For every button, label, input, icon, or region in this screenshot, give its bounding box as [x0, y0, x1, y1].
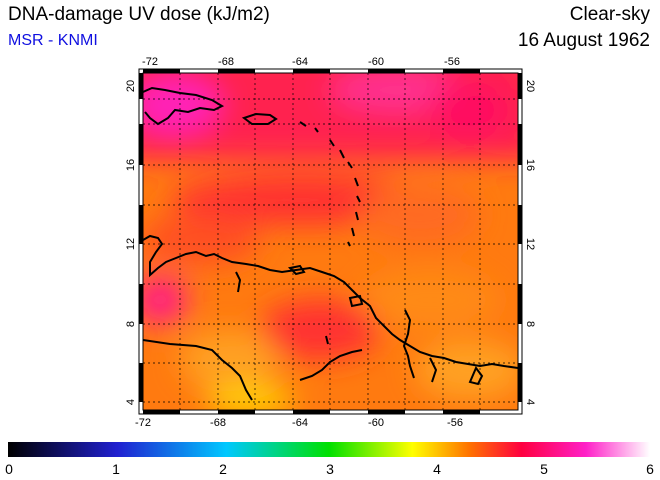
colorbar-label: 6	[646, 461, 654, 477]
lon-tick-bottom: -56	[447, 417, 463, 429]
lat-tick-left: 20	[125, 80, 137, 92]
lon-tick-bottom: -60	[368, 417, 384, 429]
lon-tick-bottom: -64	[292, 417, 308, 429]
colorbar-label: 4	[433, 461, 441, 477]
graticule	[143, 73, 518, 410]
lon-tick-labels-bottom: -72 -68 -64 -60 -56	[135, 417, 463, 429]
lat-tick-left: 12	[125, 238, 137, 250]
lat-tick-right: 20	[524, 80, 536, 92]
lat-tick-right: 8	[524, 321, 536, 327]
colorbar-label: 0	[5, 461, 13, 477]
lat-tick-labels-left: 4 8 12 16 20	[125, 80, 137, 405]
lat-tick-right: 12	[524, 238, 536, 250]
lon-tick-bottom: -68	[210, 417, 226, 429]
sky-condition-label: Clear-sky	[569, 4, 650, 25]
colorbar-label: 1	[112, 461, 120, 477]
date-label: 16 August 1962	[517, 30, 650, 51]
lat-tick-left: 4	[125, 399, 137, 405]
coastlines	[143, 86, 518, 401]
lat-tick-left: 16	[125, 159, 137, 171]
map-title: DNA-damage UV dose (kJ/m2)	[8, 4, 270, 25]
colorbar-label: 5	[540, 461, 548, 477]
lon-tick-top: -68	[218, 56, 234, 68]
lon-tick-top: -72	[142, 56, 158, 68]
colorbar	[8, 442, 650, 457]
lon-tick-top: -56	[444, 56, 460, 68]
lon-tick-labels-top: -72 -68 -64 -60 -56	[142, 56, 460, 68]
lon-tick-top: -60	[368, 56, 384, 68]
lat-tick-right: 4	[524, 399, 536, 405]
lat-tick-left: 8	[125, 321, 137, 327]
lat-tick-right: 16	[524, 159, 536, 171]
lat-tick-labels-right: 4 8 12 16 20	[524, 80, 536, 405]
lon-tick-top: -64	[292, 56, 308, 68]
map-frame	[138, 68, 523, 415]
lon-tick-bottom: -72	[135, 417, 151, 429]
colorbar-label: 2	[219, 461, 227, 477]
uv-dose-field	[143, 73, 518, 410]
data-source-label: MSR - KNMI	[8, 32, 98, 49]
colorbar-label: 3	[326, 461, 334, 477]
